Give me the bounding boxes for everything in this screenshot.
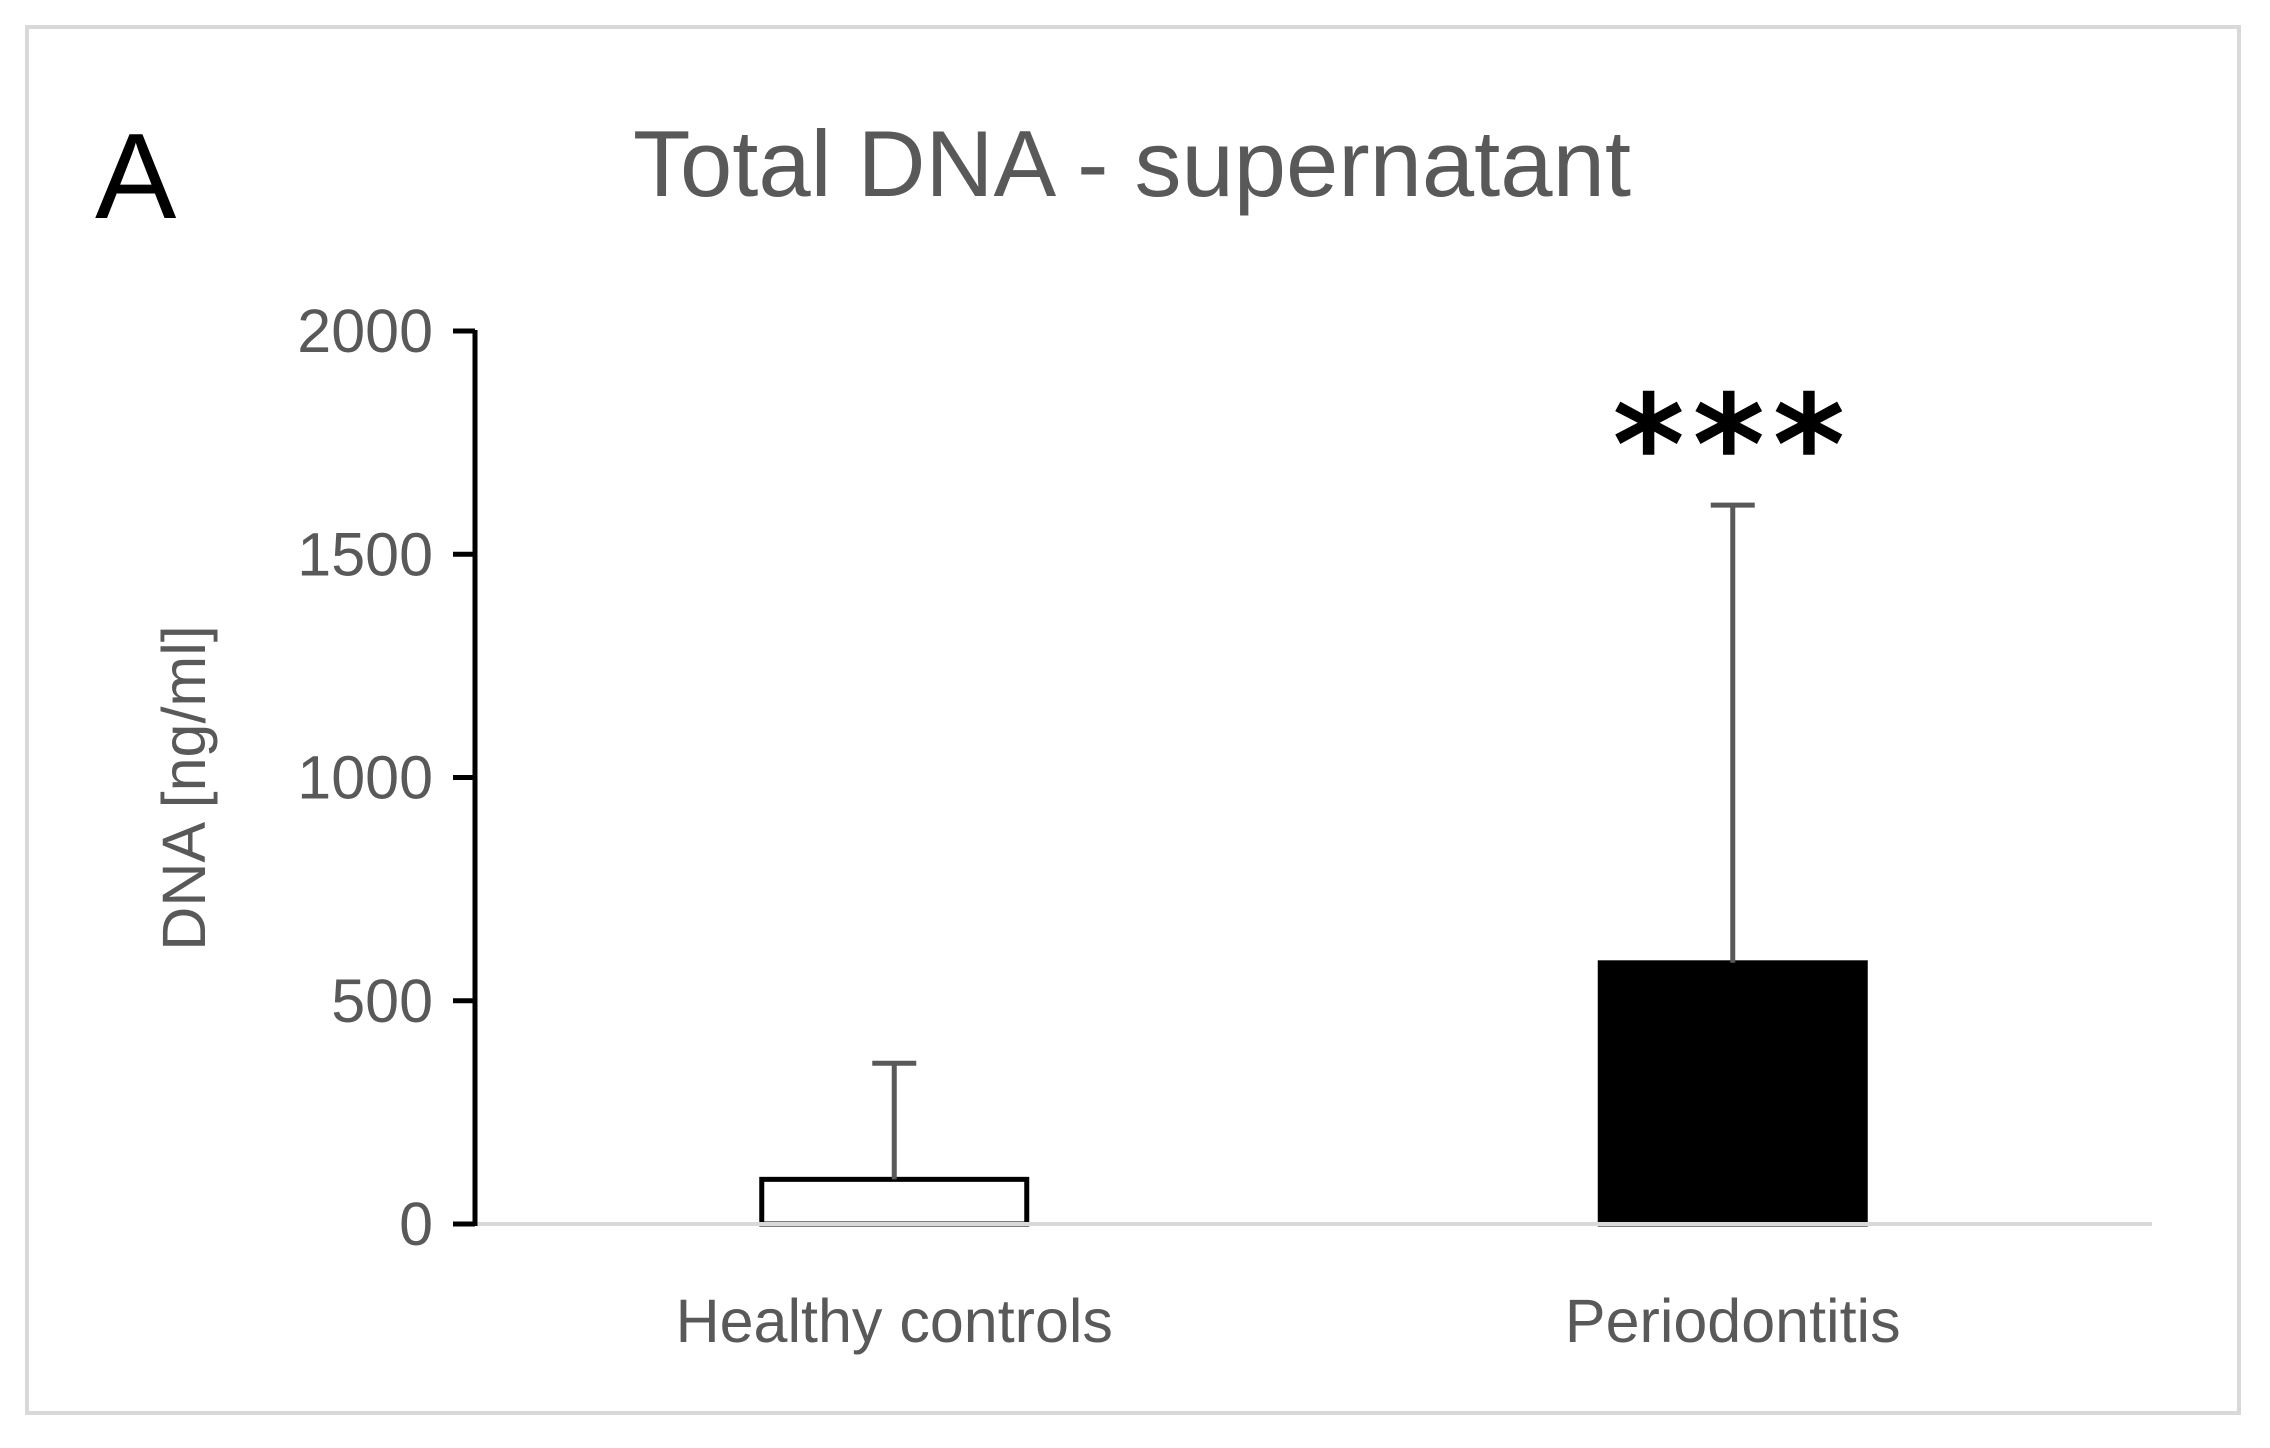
x-category-label-healthy-controls: Healthy controls [676, 1287, 1113, 1355]
y-tick-label-2000: 2000 [297, 297, 433, 365]
y-axis-title: DNA [ng/ml] [150, 625, 218, 950]
chart-frame [25, 25, 2241, 1415]
y-tick-label-1000: 1000 [297, 744, 433, 812]
chart-title: Total DNA - supernatant [633, 111, 1631, 216]
y-tick-label-0: 0 [399, 1190, 433, 1258]
y-tick-label-1500: 1500 [297, 520, 433, 588]
y-tick-label-500: 500 [331, 967, 433, 1035]
bar-periodontitis [1597, 960, 1868, 1227]
panel-label: A [95, 108, 177, 244]
bar-healthy-controls [759, 1176, 1030, 1227]
significance-marker: *** [1612, 365, 1853, 526]
x-category-label-periodontitis: Periodontitis [1565, 1287, 1901, 1355]
